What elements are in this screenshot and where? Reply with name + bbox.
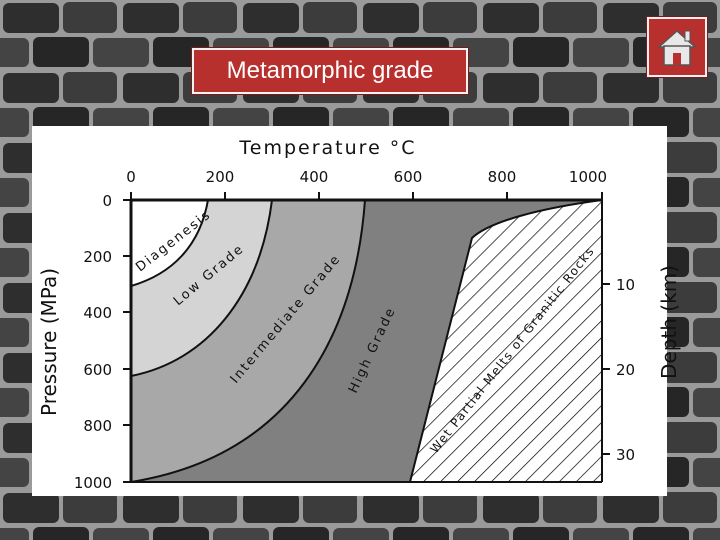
top-tick-label: 600: [394, 168, 423, 186]
top-tick-label: 800: [488, 168, 517, 186]
top-tick-label: 0: [126, 168, 136, 186]
left-tick-label: 400: [83, 304, 112, 322]
slide-title: Metamorphic grade: [192, 48, 468, 94]
left-tick-label: 200: [83, 248, 112, 266]
right-axis-title-holder: Depth (km): [657, 265, 681, 379]
left-tick-label: 0: [102, 192, 112, 210]
right-axis-title: Depth (km): [657, 265, 681, 379]
top-tick-label: 400: [300, 168, 329, 186]
right-tick-label: 10: [616, 276, 635, 294]
home-button[interactable]: [647, 17, 707, 77]
right-tick-label: 30: [616, 446, 635, 464]
zone-diagenesis: [131, 200, 210, 288]
left-tick-label: 1000: [74, 474, 112, 492]
metamorphic-grade-diagram: 0 200 400 600 800 1000 Temperature °C 0 …: [32, 126, 667, 496]
top-tick-label: 200: [206, 168, 235, 186]
top-tick-label: 1000: [569, 168, 607, 186]
right-tick-label: 20: [616, 361, 635, 379]
left-tick-label: 600: [83, 361, 112, 379]
left-tick-label: 800: [83, 417, 112, 435]
top-axis-title: Temperature °C: [238, 137, 416, 159]
home-icon: [657, 29, 697, 66]
left-axis-title: Pressure (MPa): [37, 268, 61, 416]
